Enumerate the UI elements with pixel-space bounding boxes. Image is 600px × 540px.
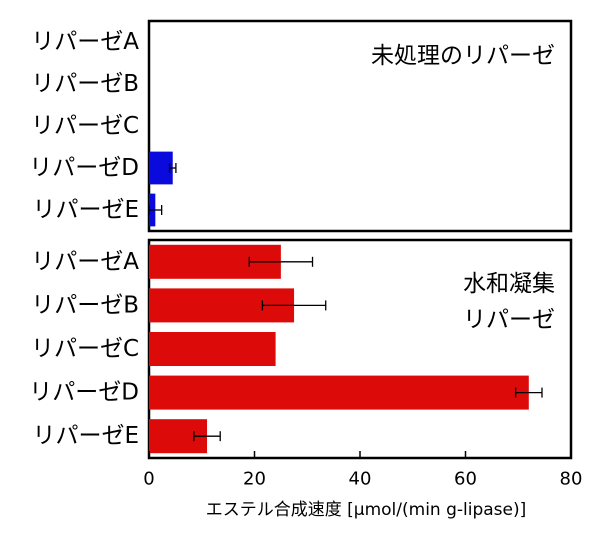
panel-1: リパーゼA リパーゼB リパーゼC リパーゼD リパーゼE 未処理のリパーゼ bbox=[29, 19, 573, 233]
category-label: リパーゼE bbox=[32, 423, 139, 449]
bar bbox=[149, 151, 173, 185]
x-tick-label: 80 bbox=[560, 469, 583, 490]
category-label: リパーゼA bbox=[31, 29, 139, 55]
x-axis-label: エステル合成速度 [μmol/(min g-lipase)] bbox=[206, 500, 527, 520]
bar bbox=[149, 331, 276, 367]
x-tick-label: 20 bbox=[243, 469, 266, 490]
panel-title: 水和凝集 bbox=[463, 271, 555, 297]
x-tick-label: 0 bbox=[143, 469, 154, 490]
category-label: リパーゼB bbox=[31, 71, 139, 97]
category-label: リパーゼD bbox=[29, 155, 139, 181]
panel-title: 未処理のリパーゼ bbox=[371, 43, 555, 69]
bar bbox=[149, 375, 529, 410]
panel-frame bbox=[147, 19, 573, 233]
x-tick-label: 60 bbox=[454, 469, 477, 490]
panel-title: リパーゼ bbox=[463, 307, 555, 333]
category-label: リパーゼE bbox=[32, 197, 139, 223]
x-tick-label: 40 bbox=[349, 469, 372, 490]
category-label: リパーゼA bbox=[31, 249, 139, 275]
category-label: リパーゼB bbox=[31, 292, 139, 318]
category-label: リパーゼC bbox=[31, 113, 139, 139]
category-label: リパーゼC bbox=[31, 336, 139, 362]
category-label: リパーゼD bbox=[29, 380, 139, 406]
